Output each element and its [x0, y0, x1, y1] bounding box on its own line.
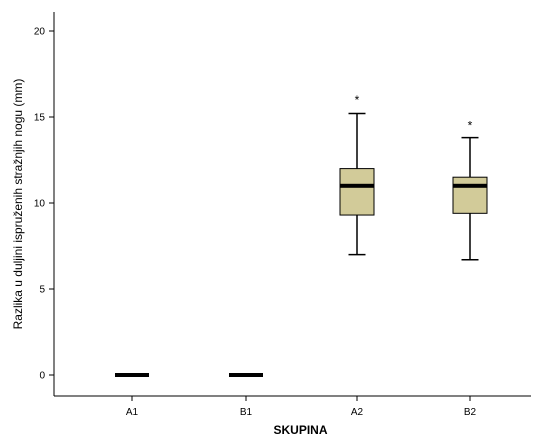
y-tick-label: 0	[39, 371, 45, 382]
median-line	[115, 373, 149, 377]
x-axis-title: SKUPINA	[273, 423, 327, 437]
y-tick-label: 15	[34, 113, 46, 124]
x-tick-label: A2	[351, 407, 364, 418]
box-b2: *	[452, 119, 488, 261]
median-line	[229, 373, 263, 377]
y-tick-label: 10	[34, 199, 46, 210]
x-tick-label: B1	[240, 407, 253, 418]
axes	[53, 12, 531, 397]
box-iqr	[452, 176, 488, 214]
x-ticks: A1 B1 A2 B2	[126, 396, 477, 418]
outlier-marker: *	[355, 93, 360, 107]
box-a1	[115, 373, 149, 377]
y-axis-title: Razlika u duljini ispruženih stražnjih n…	[11, 79, 25, 330]
x-tick-label: A1	[126, 407, 139, 418]
x-tick-label: B2	[464, 407, 477, 418]
box-a2: *	[339, 93, 375, 256]
median-line	[340, 183, 374, 188]
median-line	[453, 183, 487, 188]
y-tick-label: 5	[39, 285, 45, 296]
y-tick-label: 20	[34, 27, 46, 38]
y-ticks: 0 5 10 15 20	[34, 27, 54, 382]
box-b1	[229, 373, 263, 377]
boxes: **	[115, 93, 488, 377]
outlier-marker: *	[468, 119, 473, 133]
box-iqr	[339, 168, 375, 216]
